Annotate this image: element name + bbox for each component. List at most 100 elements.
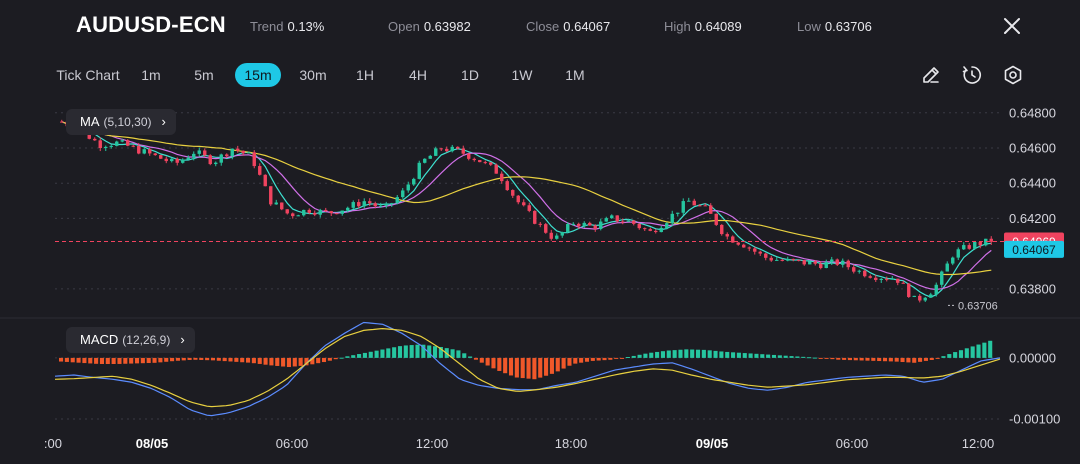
macd-histogram	[59, 340, 993, 380]
macd-histogram-bar	[783, 355, 788, 358]
macd-histogram-bar	[158, 357, 163, 363]
candle-body	[489, 162, 493, 165]
macd-histogram-bar	[275, 357, 280, 366]
candle-body	[813, 261, 817, 264]
macd-histogram-bar	[941, 356, 946, 358]
macd-histogram-bar	[222, 357, 227, 362]
macd-histogram-bar	[801, 356, 806, 358]
candle-body	[461, 148, 465, 154]
macd-indicator-name: MACD	[80, 332, 119, 347]
x-tick-label: 09/05	[696, 436, 729, 451]
candle-body	[109, 145, 113, 147]
candle-body	[137, 145, 141, 154]
candle-body	[181, 159, 185, 163]
timeframe-4h[interactable]: 4H	[409, 67, 427, 83]
macd-histogram-bar	[789, 356, 794, 358]
timeframe-1mo[interactable]: 1M	[565, 67, 585, 83]
candle-body	[175, 158, 179, 163]
moving-average-lines	[61, 121, 992, 298]
candle-body	[934, 284, 938, 295]
macd-histogram-bar	[392, 347, 397, 358]
y-axis: 0.64800 0.64600 0.64400 0.64200 0.63800 0.000…	[1009, 105, 1060, 426]
candle-body	[302, 209, 306, 216]
candle-body	[549, 232, 553, 239]
macd-histogram-bar	[415, 344, 420, 358]
macd-histogram-bar	[286, 357, 291, 368]
macd-histogram-bar	[795, 356, 800, 358]
macd-y-tick-label: -0.00100	[1009, 412, 1060, 427]
candle-body	[472, 158, 476, 161]
macd-histogram-bar	[602, 357, 607, 361]
draw-tool-button[interactable]	[920, 64, 942, 86]
macd-histogram-bar	[707, 350, 712, 358]
candle-body	[566, 224, 570, 233]
timeframe-5m[interactable]: 5m	[194, 67, 214, 83]
macd-histogram-bar	[625, 356, 630, 358]
macd-histogram-bar	[526, 357, 531, 379]
macd-histogram-bar	[357, 354, 362, 358]
candle-body	[164, 158, 168, 162]
y-tick-label: 0.63800	[1009, 281, 1056, 296]
candle-body	[874, 277, 878, 280]
macd-histogram-bar	[748, 353, 753, 358]
candle-body	[329, 211, 333, 214]
ma-indicator-pill[interactable]: MA (5,10,30) ›	[66, 109, 176, 135]
macd-histogram-bar	[947, 354, 952, 358]
candle-body	[945, 263, 949, 272]
stat-open: Open 0.63982	[388, 19, 471, 34]
ma-5-line	[61, 121, 992, 298]
candle-body	[483, 162, 487, 164]
timeframe-1h[interactable]: 1H	[356, 67, 374, 83]
macd-indicator-pill[interactable]: MACD (12,26,9) ›	[66, 327, 195, 353]
macd-histogram-bar	[695, 349, 701, 358]
macd-histogram-bar	[678, 349, 683, 358]
candle-body	[929, 294, 933, 298]
macd-histogram-bar	[736, 352, 741, 358]
candle-body	[533, 210, 537, 224]
candle-body	[560, 232, 564, 236]
candle-body	[373, 203, 377, 207]
timeframe-tick-chart[interactable]: Tick Chart	[56, 67, 120, 83]
candle-body	[351, 202, 355, 208]
timeframe-1d[interactable]: 1D	[461, 67, 479, 83]
macd-histogram-bar	[824, 357, 829, 359]
timeframe-30m[interactable]: 30m	[299, 67, 327, 83]
macd-histogram-bar	[263, 357, 268, 365]
candle-body	[379, 205, 383, 207]
candle-body	[494, 164, 498, 174]
x-tick-label: 12:00	[962, 436, 995, 451]
candle-body	[736, 242, 740, 245]
macd-histogram-bar	[982, 342, 987, 358]
symbol-title: AUDUSD-ECN	[76, 12, 226, 37]
candle-body	[318, 209, 322, 215]
candle-body	[863, 270, 867, 277]
macd-histogram-bar	[719, 351, 724, 358]
macd-histogram-bar	[538, 357, 543, 378]
candle-body	[725, 234, 729, 237]
macd-histogram-bar	[666, 350, 671, 358]
macd-histogram-bar	[316, 357, 321, 364]
macd-histogram-bar	[94, 357, 99, 364]
macd-histogram-bar	[549, 357, 554, 374]
candle-body	[406, 184, 410, 191]
timeframe-1m[interactable]: 1m	[141, 67, 161, 83]
candle-body	[412, 178, 416, 185]
candle-body	[126, 140, 130, 146]
timer-button[interactable]	[961, 64, 983, 86]
timeframe-1w[interactable]: 1W	[511, 67, 533, 83]
candle-body	[120, 140, 124, 142]
candle-body	[428, 155, 432, 159]
settings-button[interactable]	[1002, 64, 1024, 86]
candle-body	[764, 253, 768, 258]
macd-histogram-bar	[403, 345, 408, 358]
macd-histogram-bar	[251, 357, 256, 364]
candle-body	[335, 213, 339, 215]
ma-30-line	[61, 121, 992, 276]
timeframe-15m[interactable]: 15m	[235, 63, 281, 87]
close-button[interactable]	[998, 12, 1026, 40]
macd-histogram-bar	[631, 355, 636, 358]
candle-body	[973, 242, 977, 249]
macd-histogram-bar	[830, 357, 835, 360]
stat-low: Low 0.63706	[797, 19, 872, 34]
